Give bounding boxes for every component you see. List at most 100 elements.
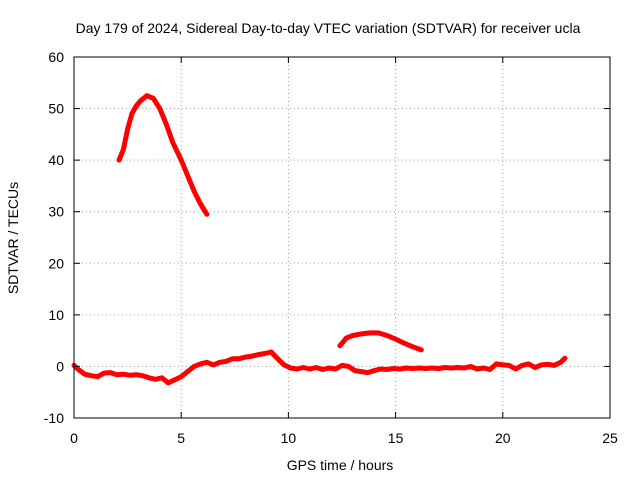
data-point bbox=[217, 360, 222, 365]
data-point bbox=[545, 362, 551, 367]
data-point bbox=[151, 96, 156, 101]
data-point bbox=[191, 188, 197, 194]
data-point bbox=[359, 331, 364, 337]
data-point bbox=[404, 365, 409, 371]
data-point bbox=[170, 139, 175, 145]
data-point bbox=[526, 361, 531, 367]
data-point bbox=[436, 366, 441, 371]
data-point bbox=[249, 353, 255, 359]
data-point bbox=[204, 360, 210, 365]
data-point bbox=[179, 157, 184, 163]
data-point bbox=[507, 363, 512, 368]
data-point bbox=[198, 201, 203, 207]
x-tick-label: 15 bbox=[388, 430, 404, 446]
data-point bbox=[166, 380, 171, 386]
data-point bbox=[236, 356, 242, 361]
x-tick-label: 5 bbox=[177, 430, 185, 446]
x-axis-label: GPS time / hours bbox=[287, 457, 394, 473]
data-point bbox=[455, 365, 460, 370]
chart-title: Day 179 of 2024, Sidereal Day-to-day VTE… bbox=[76, 20, 581, 36]
data-point bbox=[552, 363, 557, 368]
data-point bbox=[243, 354, 248, 360]
data-point bbox=[269, 349, 274, 355]
data-point bbox=[262, 351, 268, 356]
data-point bbox=[140, 373, 145, 378]
data-point bbox=[333, 366, 338, 372]
y-tick-label: 30 bbox=[48, 204, 64, 220]
y-tick-label: 50 bbox=[48, 101, 64, 117]
data-point bbox=[314, 365, 319, 370]
data-point bbox=[288, 365, 293, 371]
data-point bbox=[281, 362, 287, 368]
data-point bbox=[121, 147, 126, 153]
y-tick-label: 40 bbox=[48, 152, 64, 168]
x-tick-label: 20 bbox=[495, 430, 511, 446]
y-tick-label: 20 bbox=[48, 255, 64, 271]
data-point bbox=[376, 330, 381, 336]
data-point bbox=[474, 366, 480, 372]
data-series bbox=[71, 93, 568, 386]
data-point bbox=[159, 375, 165, 380]
data-point bbox=[320, 367, 325, 372]
data-point bbox=[82, 371, 87, 377]
data-point bbox=[494, 361, 499, 367]
data-point bbox=[157, 106, 162, 111]
data-point bbox=[88, 373, 94, 378]
data-point bbox=[275, 356, 280, 361]
data-point bbox=[108, 370, 113, 375]
data-point bbox=[211, 362, 216, 368]
data-point bbox=[468, 364, 473, 369]
data-point bbox=[344, 335, 349, 341]
x-tick-label: 0 bbox=[70, 430, 78, 446]
series-high-arc bbox=[116, 93, 210, 217]
data-point bbox=[204, 212, 210, 217]
data-point bbox=[487, 367, 493, 372]
plot-frame bbox=[73, 56, 611, 419]
data-point bbox=[442, 365, 448, 370]
data-point bbox=[163, 121, 169, 127]
data-point bbox=[129, 111, 135, 116]
data-point bbox=[138, 98, 143, 104]
data-point bbox=[144, 93, 150, 98]
data-point bbox=[224, 359, 229, 364]
axis-ticks: 0 5 10 15 20 25 -10 0 10 20 30 40 50 60 bbox=[44, 49, 618, 446]
data-point bbox=[397, 366, 403, 372]
data-point bbox=[95, 374, 100, 379]
data-point bbox=[371, 368, 377, 373]
data-point bbox=[198, 361, 203, 367]
data-point bbox=[326, 365, 332, 371]
data-point bbox=[391, 366, 396, 371]
data-point bbox=[519, 363, 525, 368]
data-point bbox=[133, 103, 139, 109]
data-point bbox=[346, 364, 351, 369]
data-point bbox=[384, 367, 390, 372]
data-point bbox=[179, 374, 184, 379]
y-tick-label: 10 bbox=[48, 307, 64, 323]
x-tick-label: 25 bbox=[602, 430, 618, 446]
data-point bbox=[384, 333, 390, 338]
y-axis-label: SDTVAR / TECUs bbox=[5, 182, 21, 294]
data-point bbox=[365, 370, 370, 375]
data-point bbox=[449, 365, 454, 371]
data-point bbox=[230, 356, 235, 361]
data-point bbox=[429, 365, 435, 371]
data-point bbox=[337, 343, 343, 348]
x-tick-label: 10 bbox=[281, 430, 297, 446]
data-point bbox=[500, 362, 505, 368]
data-point bbox=[462, 365, 467, 371]
data-point bbox=[76, 367, 81, 372]
y-tick-label: -10 bbox=[44, 410, 64, 426]
data-point bbox=[339, 363, 345, 368]
data-point bbox=[114, 372, 120, 377]
data-point bbox=[133, 372, 139, 377]
data-point bbox=[301, 365, 306, 370]
data-point bbox=[359, 369, 364, 374]
data-point bbox=[352, 368, 358, 373]
data-point bbox=[539, 362, 544, 368]
data-point bbox=[125, 127, 130, 132]
data-point bbox=[401, 341, 407, 346]
data-point bbox=[307, 366, 313, 372]
data-point bbox=[191, 364, 197, 369]
data-point bbox=[116, 157, 122, 163]
